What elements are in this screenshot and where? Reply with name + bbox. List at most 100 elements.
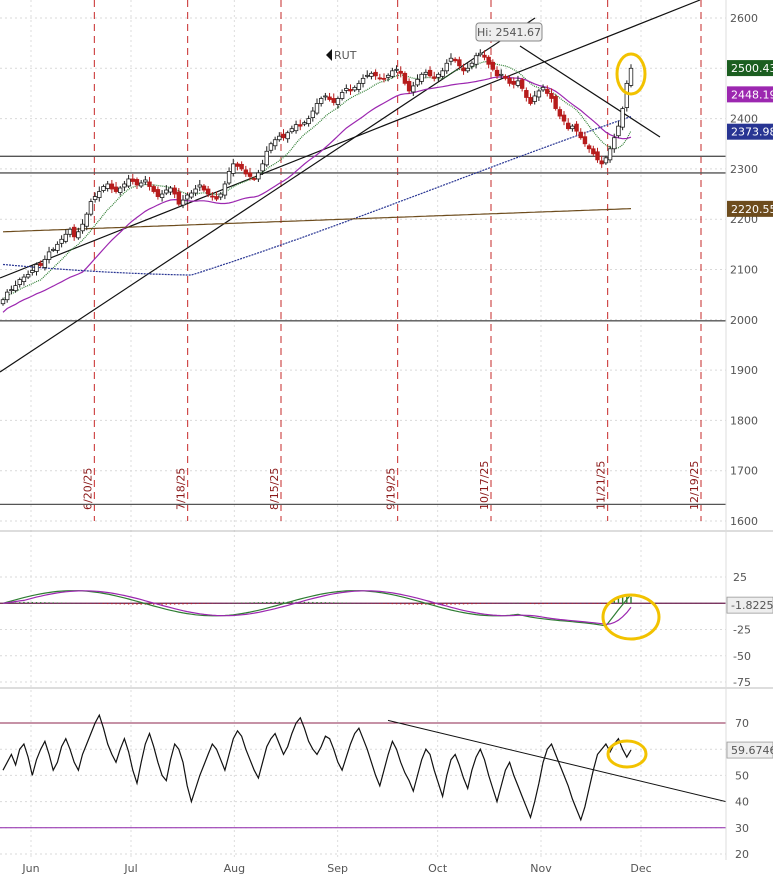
y-tick-label: 1600 — [730, 515, 758, 528]
candle-body — [465, 67, 470, 72]
candle-body — [231, 163, 236, 174]
candle-body — [620, 108, 625, 128]
candle-body — [42, 259, 48, 268]
candle-body — [277, 135, 282, 141]
x-tick-label: Dec — [630, 862, 651, 875]
y-tick-label: 1700 — [730, 465, 758, 478]
candle-body — [586, 145, 592, 150]
price-tags: 2500.43 2448.19 2373.98 2220.55 — [727, 60, 773, 217]
candle-body — [352, 87, 357, 91]
candle-body — [511, 80, 516, 85]
x-tick-label: Jun — [21, 862, 39, 875]
macd-signal-line — [2, 590, 632, 625]
candle-body — [599, 160, 604, 165]
rsi-value-tag — [726, 741, 773, 759]
candle-body — [193, 188, 198, 194]
candle-body — [478, 52, 483, 56]
candle-body — [109, 183, 115, 190]
candle-body — [549, 93, 554, 99]
candle-body — [515, 80, 521, 86]
candle-body — [444, 62, 449, 72]
candle-body — [432, 76, 437, 79]
macd-y-tick: -75 — [733, 676, 751, 689]
candle-body — [126, 178, 131, 187]
date-marker-label: 8/15/25 — [268, 468, 281, 510]
candle-body — [185, 194, 190, 200]
ticker-label: RUT — [326, 49, 357, 62]
high-callout-text: Hi: 2541.67 — [477, 26, 541, 39]
candle-body — [377, 77, 382, 80]
candle-body — [486, 56, 491, 65]
y-tick-label: 2300 — [730, 163, 758, 176]
candle-body — [97, 191, 102, 198]
candle-body — [17, 279, 22, 285]
candle-body — [92, 196, 98, 200]
candle-body — [482, 54, 487, 58]
candle-body — [369, 72, 374, 77]
candle-body — [138, 182, 144, 187]
candle-body — [34, 264, 39, 272]
price-panel — [0, 0, 726, 506]
macd-value-text: -1.8225 — [731, 599, 773, 612]
candle-body — [272, 139, 278, 147]
candle-body — [176, 191, 182, 205]
candle-body — [595, 151, 600, 161]
candle-body — [105, 183, 110, 189]
candle-body — [143, 179, 148, 183]
candle-body — [201, 185, 207, 191]
price-tag — [727, 200, 773, 217]
candle-body — [461, 67, 466, 72]
y-tick-label: 2600 — [730, 12, 758, 25]
candle-body — [524, 90, 529, 98]
candle-body — [566, 122, 571, 130]
x-tick-label: Jul — [123, 862, 137, 875]
candle-body — [46, 251, 52, 260]
date-marker-label: 7/18/25 — [175, 468, 188, 510]
rsi-panel — [0, 713, 726, 829]
candle-body — [365, 74, 370, 77]
candle-body — [339, 92, 345, 99]
candle-body — [38, 263, 43, 266]
macd-y-tick: -50 — [733, 650, 751, 663]
candle-body — [327, 96, 332, 100]
rsi-value-text: 59.6746 — [731, 744, 773, 757]
candle-body — [251, 178, 257, 180]
candle-body — [612, 137, 617, 150]
candle-body — [13, 285, 18, 292]
date-marker-label: 12/19/25 — [688, 461, 701, 510]
price-tag — [727, 60, 773, 77]
candle-body — [260, 163, 265, 172]
price-tag-text: 2500.43 — [731, 62, 773, 75]
candle-body — [574, 123, 579, 132]
y-tick-label: 2400 — [730, 113, 758, 126]
rsi-y-tick: 70 — [735, 717, 749, 730]
candle-body — [285, 132, 290, 140]
ticker-text: RUT — [334, 49, 357, 62]
candle-body — [532, 95, 537, 102]
candle-body — [172, 187, 177, 195]
candle-body — [385, 74, 391, 78]
x-tick-label: Sep — [327, 862, 348, 875]
candle-body — [25, 274, 31, 278]
candle-body — [189, 192, 194, 198]
channel-lower-line — [0, 17, 536, 373]
high-callout-box — [475, 22, 543, 42]
candle-body — [494, 69, 500, 77]
candle-body — [457, 59, 462, 67]
candle-body — [247, 172, 253, 177]
candle-body — [118, 187, 123, 193]
x-tick-label: Oct — [428, 862, 448, 875]
candle-body — [281, 133, 286, 139]
ma-fast-line — [2, 61, 632, 301]
rsi-line — [2, 713, 632, 822]
candle-body — [205, 188, 211, 195]
candle-body — [113, 186, 119, 192]
candle-body — [101, 186, 106, 191]
candle-body — [448, 57, 454, 62]
y-tick-label: 2100 — [730, 264, 758, 277]
candle-body — [528, 97, 533, 104]
candle-body — [122, 183, 127, 188]
macd-y-tick: -25 — [733, 624, 751, 637]
candle-body — [302, 122, 307, 125]
candle-body — [540, 87, 546, 91]
